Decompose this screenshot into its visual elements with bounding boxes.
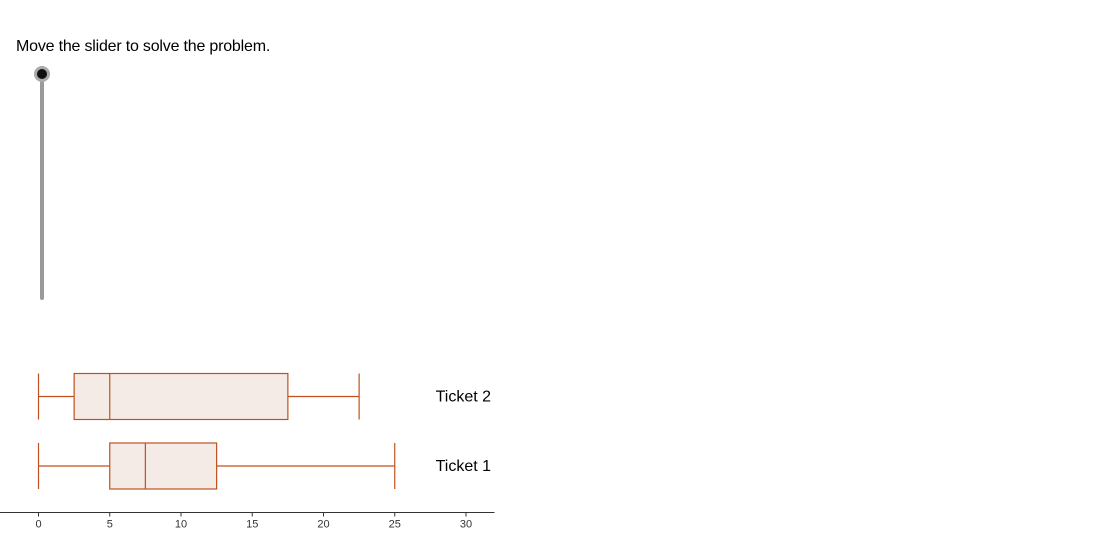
x-tick-label: 5 — [107, 519, 113, 531]
instruction-text: Move the slider to solve the problem. — [16, 38, 271, 55]
box-plot-item: Ticket 2 — [37, 372, 492, 421]
vertical-slider[interactable] — [32, 64, 52, 304]
box-plot-item: Ticket 1 — [37, 442, 492, 490]
x-tick-label: 0 — [35, 519, 41, 531]
box-plot-series: Ticket 2 Ticket 1 — [37, 372, 492, 490]
slider-track[interactable] — [40, 74, 44, 300]
x-tick-label: 30 — [460, 519, 472, 531]
interquartile-box — [109, 442, 218, 490]
x-tick-label: 25 — [389, 519, 401, 531]
series-label: Ticket 2 — [436, 389, 492, 406]
x-tick-label: 10 — [175, 519, 187, 531]
series-label: Ticket 1 — [436, 458, 492, 475]
x-axis: 0 5 10 15 20 25 30 — [0, 512, 495, 531]
slider-handle[interactable] — [34, 66, 50, 82]
interquartile-box — [73, 372, 289, 421]
x-tick-label: 20 — [317, 519, 329, 531]
x-tick-label: 15 — [246, 519, 258, 531]
